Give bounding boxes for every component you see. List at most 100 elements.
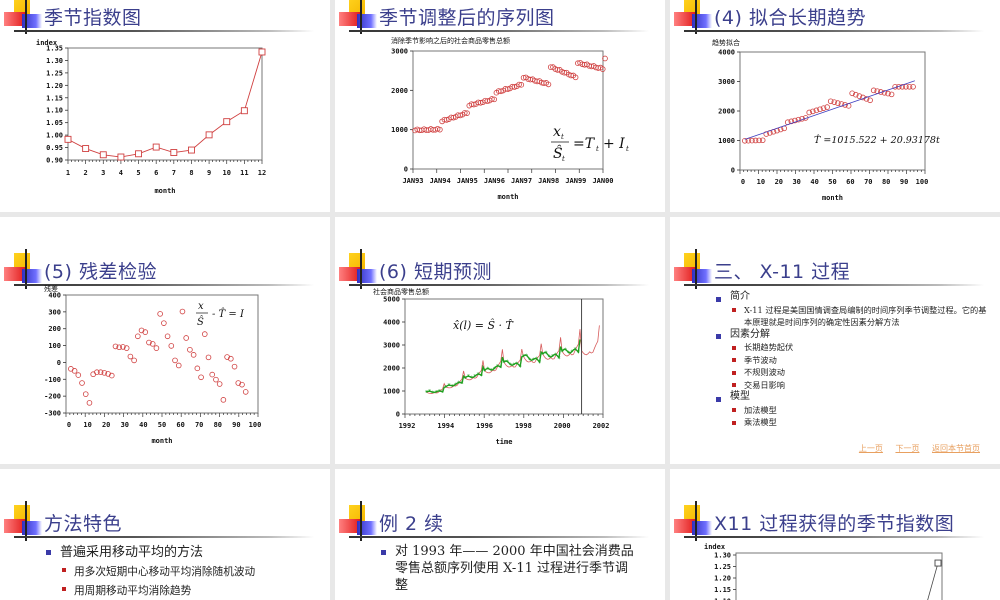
sub-bullet-item: 加法模型: [730, 404, 994, 417]
slide-thumbnail-8[interactable]: 例 2 续 对 1993 年—— 2000 年中国社会消费品零售总额序列使用 X…: [335, 469, 665, 600]
svg-text:*: *: [451, 383, 454, 390]
svg-text:*: *: [477, 372, 480, 379]
slide-logo-icon: [339, 0, 383, 34]
svg-text:*: *: [438, 388, 441, 395]
slide-thumbnail-7[interactable]: 方法特色 普遍采用移动平均的方法 用多次短期中心移动平均消除随机波动 用周期移动平均…: [0, 469, 330, 600]
slide-logo-icon: [4, 249, 48, 289]
svg-text:*: *: [428, 389, 431, 396]
svg-text:3000: 3000: [383, 342, 400, 350]
svg-text:JAN99: JAN99: [565, 177, 586, 185]
svg-text:*: *: [519, 364, 522, 371]
slide-logo-icon: [4, 501, 48, 541]
svg-text:70: 70: [864, 178, 872, 186]
slide-title: 季节指数图: [44, 7, 142, 29]
svg-text:4000: 4000: [718, 49, 735, 57]
slide-thumbnail-5[interactable]: (6) 短期预测 社会商品零售总额 0 1000 2000 3000 4000 5000 19…: [335, 217, 665, 464]
svg-text:*: *: [425, 389, 428, 396]
svg-text:1998: 1998: [515, 422, 532, 430]
section-home-link[interactable]: 返回本节首页: [932, 444, 980, 453]
svg-text:*: *: [460, 381, 463, 388]
svg-text:30: 30: [792, 178, 800, 186]
svg-text:*: *: [554, 352, 557, 359]
svg-text:20: 20: [775, 178, 783, 186]
svg-text:*: *: [448, 383, 451, 390]
svg-text:*: *: [561, 349, 564, 356]
svg-text:1.25: 1.25: [714, 563, 731, 571]
svg-text:5000: 5000: [383, 296, 400, 304]
svg-text:0: 0: [57, 359, 61, 367]
title-rule: [14, 284, 314, 286]
svg-text:50: 50: [828, 178, 836, 186]
svg-text:*: *: [457, 380, 460, 387]
svg-text:0: 0: [67, 421, 71, 429]
slide-thumbnail-4[interactable]: (5) 残差检验 残差 -300 -200 -100 0 100 200 300 400 0 10 2…: [0, 217, 330, 464]
residual-chart: 残差 -300 -200 -100 0 100 200 300 400 0 10 20 30 40 50 60…: [32, 284, 292, 457]
svg-text:1: 1: [66, 169, 70, 177]
svg-text:400: 400: [48, 292, 61, 300]
svg-text:10: 10: [757, 178, 765, 186]
svg-text:time: time: [496, 438, 513, 446]
svg-text:40: 40: [139, 421, 147, 429]
slide-title: 三、 X-11 过程: [714, 261, 851, 283]
svg-text:11: 11: [240, 169, 248, 177]
sub-bullet-item: 交易日影响: [730, 379, 994, 392]
sub-bullet-item: 用周期移动平均消除趋势: [60, 581, 324, 600]
title-rule: [349, 30, 649, 32]
slide-thumbnail-2[interactable]: 季节调整后的序列图 消除季节影响之后的社会商品零售总额 0 1000 2000 3000…: [335, 0, 665, 212]
svg-text:index: index: [36, 39, 58, 47]
svg-text:t: t: [562, 155, 565, 163]
svg-text:90: 90: [900, 178, 908, 186]
svg-text:month: month: [497, 193, 518, 201]
svg-text:2000: 2000: [391, 87, 408, 95]
forecast-chart: 社会商品零售总额 0 1000 2000 3000 4000 5000 1992 1994 199…: [369, 287, 649, 462]
title-rule: [684, 536, 984, 538]
svg-text:12: 12: [258, 169, 266, 177]
svg-text:*: *: [444, 384, 447, 391]
svg-text:50: 50: [158, 421, 166, 429]
svg-text:2000: 2000: [718, 108, 735, 116]
svg-text:-300: -300: [44, 410, 61, 418]
svg-text:4000: 4000: [383, 319, 400, 327]
next-page-link[interactable]: 下一页: [895, 444, 920, 453]
svg-text:3000: 3000: [391, 48, 408, 56]
sub-bullet-item: 季节波动: [730, 354, 994, 367]
svg-text:*: *: [522, 353, 525, 360]
svg-text:1.20: 1.20: [714, 575, 731, 583]
bullet-item: 对 1993 年—— 2000 年中国社会消费品零售总额序列使用 X-11 过程…: [379, 543, 639, 594]
svg-text:*: *: [567, 350, 570, 357]
svg-text:1994: 1994: [437, 422, 454, 430]
slide-thumbnail-1[interactable]: 季节指数图 index 0.90 0.95 1.00 1.05 1.10 1.15 1.20 1…: [0, 0, 330, 212]
svg-text:*: *: [441, 389, 444, 396]
svg-text:60: 60: [846, 178, 854, 186]
svg-text:消除季节影响之后的社会商品零售总额: 消除季节影响之后的社会商品零售总额: [391, 36, 510, 45]
slide-title: (6) 短期预测: [379, 261, 492, 283]
svg-text:8: 8: [189, 169, 193, 177]
svg-text:*: *: [464, 375, 467, 382]
svg-text:Ŝ: Ŝ: [197, 316, 204, 328]
svg-text:t: t: [626, 145, 629, 153]
bullet-item: 简介: [714, 291, 994, 304]
svg-text:80: 80: [214, 421, 222, 429]
svg-text:*: *: [506, 359, 509, 366]
svg-text:*: *: [509, 362, 512, 369]
prev-page-link[interactable]: 上一页: [858, 444, 883, 453]
svg-text:JAN00: JAN00: [592, 177, 613, 185]
svg-text:*: *: [486, 366, 489, 373]
svg-text:1000: 1000: [718, 137, 735, 145]
slide-thumbnail-6[interactable]: 三、 X-11 过程 简介 X-11 过程是美国国情调查局编制的时间序列季节调整过…: [670, 217, 1000, 464]
slide-logo-icon: [339, 249, 383, 289]
svg-text:1000: 1000: [391, 126, 408, 134]
svg-text:1.30: 1.30: [46, 57, 63, 65]
slide-thumbnail-3[interactable]: (4) 拟合长期趋势 趋势拟合 0 1000 2000 3000 4000 0 10 20 30 4…: [670, 0, 1000, 212]
svg-text:5: 5: [136, 169, 140, 177]
svg-text:1992: 1992: [399, 422, 416, 430]
svg-text:0: 0: [396, 411, 400, 419]
svg-text:t: t: [561, 133, 564, 141]
slide-logo-icon: [674, 501, 718, 541]
svg-text:-200: -200: [44, 393, 61, 401]
svg-text:90: 90: [232, 421, 240, 429]
svg-text:40: 40: [810, 178, 818, 186]
svg-text:4: 4: [119, 169, 123, 177]
